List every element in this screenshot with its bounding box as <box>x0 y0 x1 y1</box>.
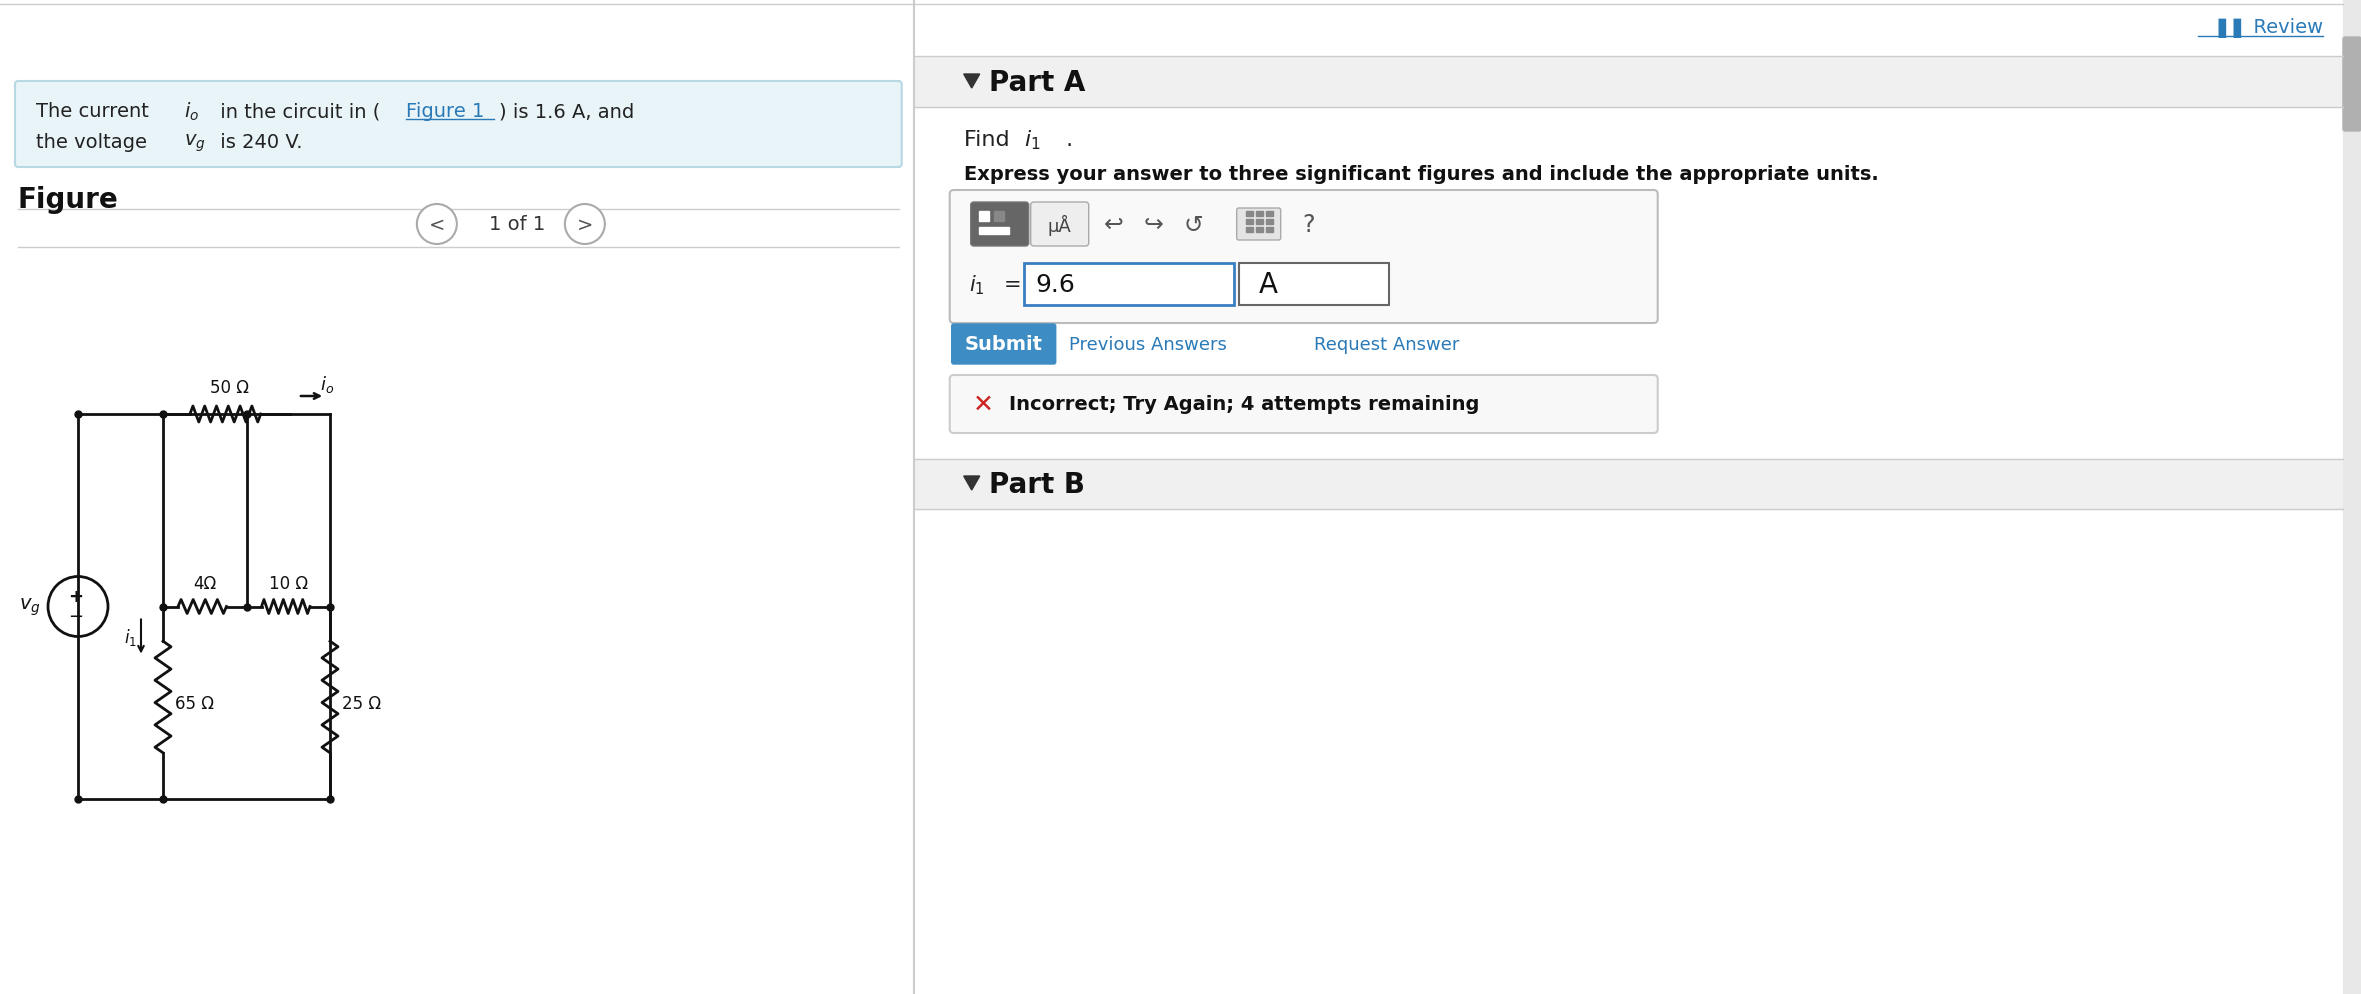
Text: 25 Ω: 25 Ω <box>342 694 380 712</box>
Text: ?: ? <box>1303 213 1315 237</box>
Bar <box>1256 228 1263 233</box>
Text: Figure 1: Figure 1 <box>406 102 484 121</box>
FancyBboxPatch shape <box>1032 203 1088 247</box>
Text: <: < <box>430 216 444 235</box>
Text: Request Answer: Request Answer <box>1313 336 1459 354</box>
Bar <box>914 459 2342 510</box>
Text: −: − <box>68 608 83 626</box>
Text: $v_g$: $v_g$ <box>19 596 40 617</box>
Text: Part A: Part A <box>989 69 1086 96</box>
Bar <box>994 212 1003 222</box>
FancyBboxPatch shape <box>951 325 1055 365</box>
Bar <box>1025 263 1235 306</box>
Bar <box>980 212 989 222</box>
Text: Previous Answers: Previous Answers <box>1070 336 1228 354</box>
Bar <box>1265 228 1273 233</box>
Text: ↺: ↺ <box>1183 213 1204 237</box>
Bar <box>1240 263 1388 306</box>
Text: 65 Ω: 65 Ω <box>175 694 215 712</box>
Circle shape <box>564 205 604 245</box>
FancyBboxPatch shape <box>1237 209 1280 241</box>
Bar <box>1247 212 1254 217</box>
Text: $\mathit{i_o}$: $\mathit{i_o}$ <box>184 100 198 123</box>
Bar <box>1265 212 1273 217</box>
Bar <box>1256 212 1263 217</box>
Text: >: > <box>576 216 593 235</box>
Text: 4Ω: 4Ω <box>194 575 217 592</box>
FancyBboxPatch shape <box>970 203 1029 247</box>
Text: the voltage: the voltage <box>35 133 153 152</box>
Text: Submit: Submit <box>966 335 1044 354</box>
Polygon shape <box>963 75 980 88</box>
Text: =: = <box>1003 274 1022 294</box>
Bar <box>980 228 1008 235</box>
Text: Express your answer to three significant figures and include the appropriate uni: Express your answer to three significant… <box>963 165 1879 184</box>
Text: μÅ: μÅ <box>1048 215 1072 236</box>
Text: +: + <box>68 587 83 606</box>
Bar <box>1247 220 1254 225</box>
Text: .: . <box>1058 130 1072 150</box>
Text: 9.6: 9.6 <box>1036 272 1077 296</box>
FancyBboxPatch shape <box>2342 38 2361 132</box>
FancyBboxPatch shape <box>949 191 1657 324</box>
Polygon shape <box>963 476 980 490</box>
Bar <box>914 0 2361 994</box>
Bar <box>1256 220 1263 225</box>
Circle shape <box>47 577 109 637</box>
Text: Find: Find <box>963 130 1018 150</box>
Text: 10 Ω: 10 Ω <box>269 575 307 592</box>
Bar <box>1247 228 1254 233</box>
Text: ↪: ↪ <box>1143 213 1164 237</box>
Text: 50 Ω: 50 Ω <box>210 379 248 397</box>
Text: Part B: Part B <box>989 470 1084 499</box>
Text: ) is 1.6 A, and: ) is 1.6 A, and <box>498 102 635 121</box>
Text: $i_1$: $i_1$ <box>125 626 137 647</box>
Text: $\mathit{v_g}$: $\mathit{v_g}$ <box>184 132 205 154</box>
Circle shape <box>418 205 456 245</box>
Text: $i_1$: $i_1$ <box>1025 128 1041 152</box>
Text: $i_1$: $i_1$ <box>968 273 985 296</box>
Text: ▐▐  Review: ▐▐ Review <box>2210 18 2323 38</box>
Bar <box>1265 220 1273 225</box>
Text: 1 of 1: 1 of 1 <box>489 216 545 235</box>
Text: Incorrect; Try Again; 4 attempts remaining: Incorrect; Try Again; 4 attempts remaini… <box>1008 395 1478 414</box>
Text: ✕: ✕ <box>973 393 994 416</box>
Text: in the circuit in (: in the circuit in ( <box>215 102 380 121</box>
Text: $i_o$: $i_o$ <box>319 374 333 395</box>
Text: is 240 V.: is 240 V. <box>215 133 302 152</box>
Bar <box>914 58 2342 108</box>
FancyBboxPatch shape <box>14 82 902 168</box>
Bar <box>2342 0 2361 994</box>
Text: A: A <box>1258 270 1277 299</box>
Text: ↩: ↩ <box>1105 213 1124 237</box>
Text: The current: The current <box>35 102 156 121</box>
Text: Figure: Figure <box>19 186 118 214</box>
FancyBboxPatch shape <box>949 376 1657 433</box>
